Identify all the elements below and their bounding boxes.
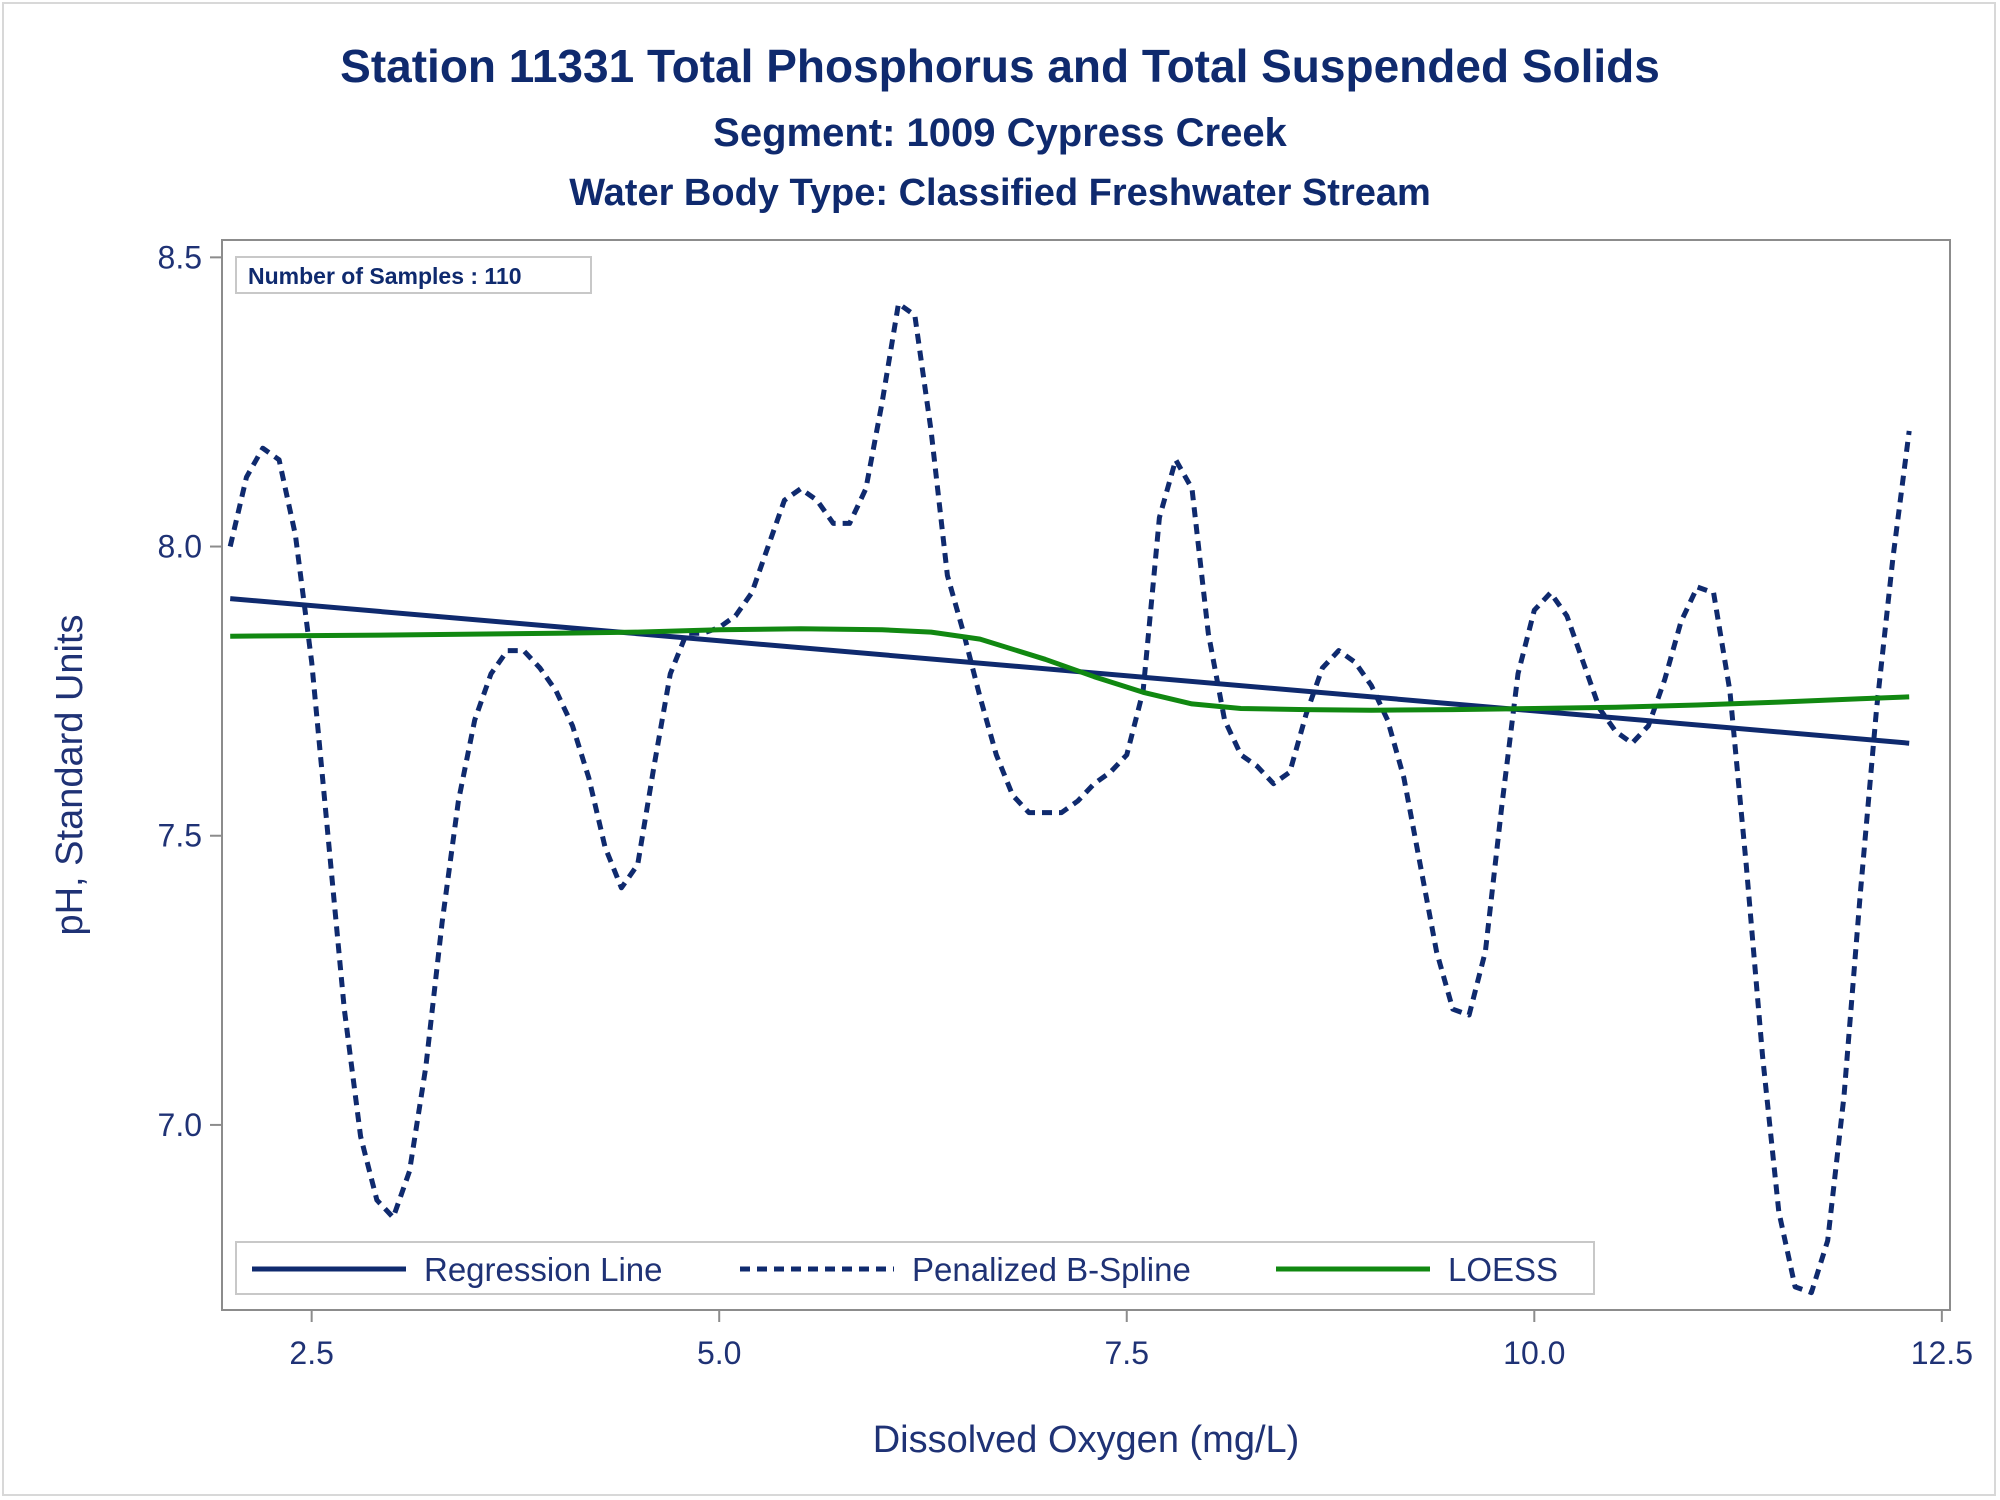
sample-count-inset: Number of Samples : 110 xyxy=(235,256,592,294)
series-penalized-b-spline xyxy=(227,301,1912,1296)
legend: Regression Line Penalized B-Spline LOESS xyxy=(235,1241,1595,1295)
y-axis: 7.0 7.5 8.0 8.5 xyxy=(158,239,222,1143)
x-axis-label: Dissolved Oxygen (mg/L) xyxy=(873,1419,1300,1461)
legend-label-loess: LOESS xyxy=(1448,1251,1558,1288)
sample-count-box xyxy=(235,256,592,294)
x-tick-label: 10.0 xyxy=(1503,1335,1565,1371)
x-axis: 2.5 5.0 7.5 10.0 12.5 xyxy=(289,1310,1973,1371)
sample-count-text: Number of Samples : 110 xyxy=(248,263,522,289)
x-tick-label: 2.5 xyxy=(289,1335,333,1371)
chart-title: Station 11331 Total Phosphorus and Total… xyxy=(340,40,1660,92)
series-layer xyxy=(227,301,1912,1296)
x-tick-label: 5.0 xyxy=(697,1335,741,1371)
chart-subtitle-2: Water Body Type: Classified Freshwater S… xyxy=(569,172,1431,214)
y-tick-label: 8.0 xyxy=(158,529,202,565)
y-tick-label: 8.5 xyxy=(158,239,202,275)
x-tick-label: 12.5 xyxy=(1911,1335,1973,1371)
y-tick-label: 7.0 xyxy=(158,1107,202,1143)
y-tick-label: 7.5 xyxy=(158,818,202,854)
legend-label-spline: Penalized B-Spline xyxy=(912,1251,1191,1288)
legend-label-regression: Regression Line xyxy=(424,1251,662,1288)
series-loess xyxy=(230,626,1910,713)
plot-area xyxy=(221,239,1951,1311)
x-tick-label: 7.5 xyxy=(1105,1335,1149,1371)
series-regression-line xyxy=(229,596,1910,746)
chart-subtitle: Segment: 1009 Cypress Creek xyxy=(713,111,1287,155)
y-axis-label: pH, Standard Units xyxy=(49,614,91,935)
